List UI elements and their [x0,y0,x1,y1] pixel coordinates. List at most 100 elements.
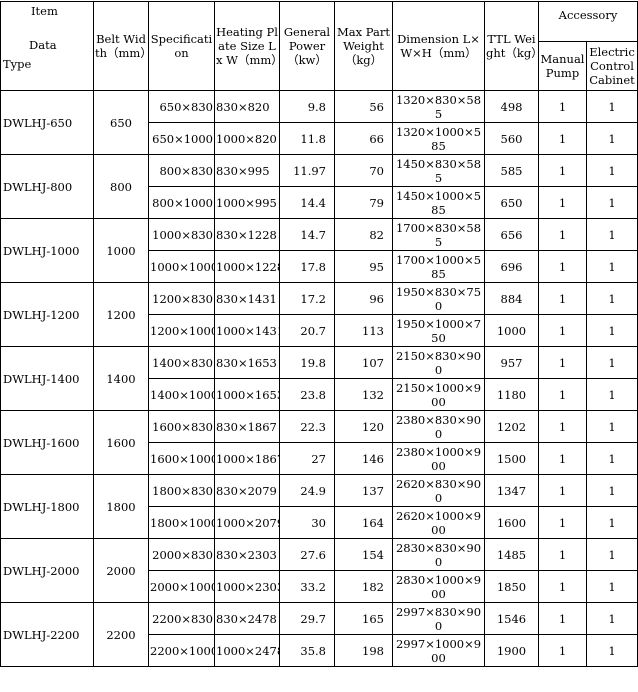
general-power: 35.8 [279,634,335,667]
heating-plate-size: 1000×1228 [214,250,280,283]
general-power: 17.2 [279,282,335,315]
manual-pump-qty: 1 [538,378,587,411]
max-part-weight: 56 [334,90,393,123]
header-type: Type [3,57,32,71]
manual-pump-qty: 1 [538,570,587,603]
electric-cabinet-qty: 1 [586,282,638,315]
header-heating-plate: Heating Plate Size L x W（mm） [214,1,280,91]
dimension: 1700×830×585 [392,218,485,251]
table-row: 650×1000 1000×820 11.8 66 1320×1000×585 560 1 1 [1,122,638,155]
max-part-weight: 107 [334,346,393,379]
manual-pump-qty: 1 [538,314,587,347]
manual-pump-qty: 1 [538,218,587,251]
max-part-weight: 79 [334,186,393,219]
max-part-weight: 70 [334,154,393,187]
manual-pump-qty: 1 [538,186,587,219]
header-dimension: Dimension L×W×H（mm） [392,1,485,91]
max-part-weight: 96 [334,282,393,315]
max-part-weight: 182 [334,570,393,603]
ttl-weight: 498 [484,90,539,123]
max-part-weight: 132 [334,378,393,411]
specification: 2000×1000 [148,570,215,603]
specification: 1000×1000 [148,250,215,283]
manual-pump-qty: 1 [538,602,587,635]
table-row: 1800×1000 1000×2079 30 164 2620×1000×900 1600… [1,506,638,539]
general-power: 30 [279,506,335,539]
belt-width: 1600 [93,410,149,475]
electric-cabinet-qty: 1 [586,378,638,411]
max-part-weight: 137 [334,474,393,507]
electric-cabinet-qty: 1 [586,538,638,571]
dimension: 1950×830×750 [392,282,485,315]
specification: 1400×1000 [148,378,215,411]
header-specification: Specification [148,1,215,91]
electric-cabinet-qty: 1 [586,506,638,539]
belt-width: 1800 [93,474,149,539]
ttl-weight: 656 [484,218,539,251]
dimension: 1450×830×585 [392,154,485,187]
ttl-weight: 1850 [484,570,539,603]
general-power: 17.8 [279,250,335,283]
table-body: DWLHJ-650 650 650×830 830×820 9.8 56 1320×830×… [0,90,638,667]
electric-cabinet-qty: 1 [586,90,638,123]
header-general-power: General Power（kw） [279,1,335,91]
general-power: 14.7 [279,218,335,251]
dimension: 2997×830×900 [392,602,485,635]
header-item: Item [31,4,58,18]
dimension: 2380×1000×900 [392,442,485,475]
dimension: 2830×830×900 [392,538,485,571]
specification: 650×830 [148,90,215,123]
specification: 1000×830 [148,218,215,251]
heating-plate-size: 1000×1653 [214,378,280,411]
specification: 2200×1000 [148,634,215,667]
specification: 1800×830 [148,474,215,507]
general-power: 24.9 [279,474,335,507]
ttl-weight: 1900 [484,634,539,667]
belt-width: 2200 [93,602,149,667]
electric-cabinet-qty: 1 [586,346,638,379]
specification: 1800×1000 [148,506,215,539]
manual-pump-qty: 1 [538,474,587,507]
header-manual-pump: Manual Pump [538,41,587,91]
heating-plate-size: 1000×2079 [214,506,280,539]
general-power: 27 [279,442,335,475]
manual-pump-qty: 1 [538,154,587,187]
manual-pump-qty: 1 [538,634,587,667]
ttl-weight: 1000 [484,314,539,347]
dimension: 2620×1000×900 [392,506,485,539]
header-ttl-weight: TTL Weight（kg） [484,1,539,91]
table-row: DWLHJ-650 650 650×830 830×820 9.8 56 1320×830×… [0,90,638,155]
general-power: 19.8 [279,346,335,379]
heating-plate-size: 830×820 [214,90,280,123]
electric-cabinet-qty: 1 [586,186,638,219]
general-power: 9.8 [279,90,335,123]
table-row: DWLHJ-800 800 800×830 830×995 11.97 70 1450×83… [0,154,638,219]
electric-cabinet-qty: 1 [586,154,638,187]
heating-plate-size: 1000×2478 [214,634,280,667]
max-part-weight: 120 [334,410,393,443]
ttl-weight: 1500 [484,442,539,475]
ttl-weight: 1202 [484,410,539,443]
electric-cabinet-qty: 1 [586,474,638,507]
heating-plate-size: 830×2478 [214,602,280,635]
manual-pump-qty: 1 [538,442,587,475]
model-type: DWLHJ-2000 [0,538,94,603]
model-type: DWLHJ-1600 [0,410,94,475]
ttl-weight: 650 [484,186,539,219]
general-power: 14.4 [279,186,335,219]
spec-table: Item Data Type Belt Width（mm） Specificat… [0,1,638,667]
manual-pump-qty: 1 [538,506,587,539]
general-power: 11.97 [279,154,335,187]
specification: 2200×830 [148,602,215,635]
header-max-part-weight: Max Part Weight（kg） [334,1,393,91]
table-row: 800×1000 1000×995 14.4 79 1450×1000×585 650 1 1 [1,186,638,219]
max-part-weight: 198 [334,634,393,667]
max-part-weight: 66 [334,122,393,155]
header-accessory: Accessory [538,1,638,42]
belt-width: 1000 [93,218,149,283]
max-part-weight: 113 [334,314,393,347]
ttl-weight: 1347 [484,474,539,507]
header-electric-cabinet: Electric Control Cabinet [586,41,638,91]
manual-pump-qty: 1 [538,538,587,571]
dimension: 1320×830×585 [392,90,485,123]
